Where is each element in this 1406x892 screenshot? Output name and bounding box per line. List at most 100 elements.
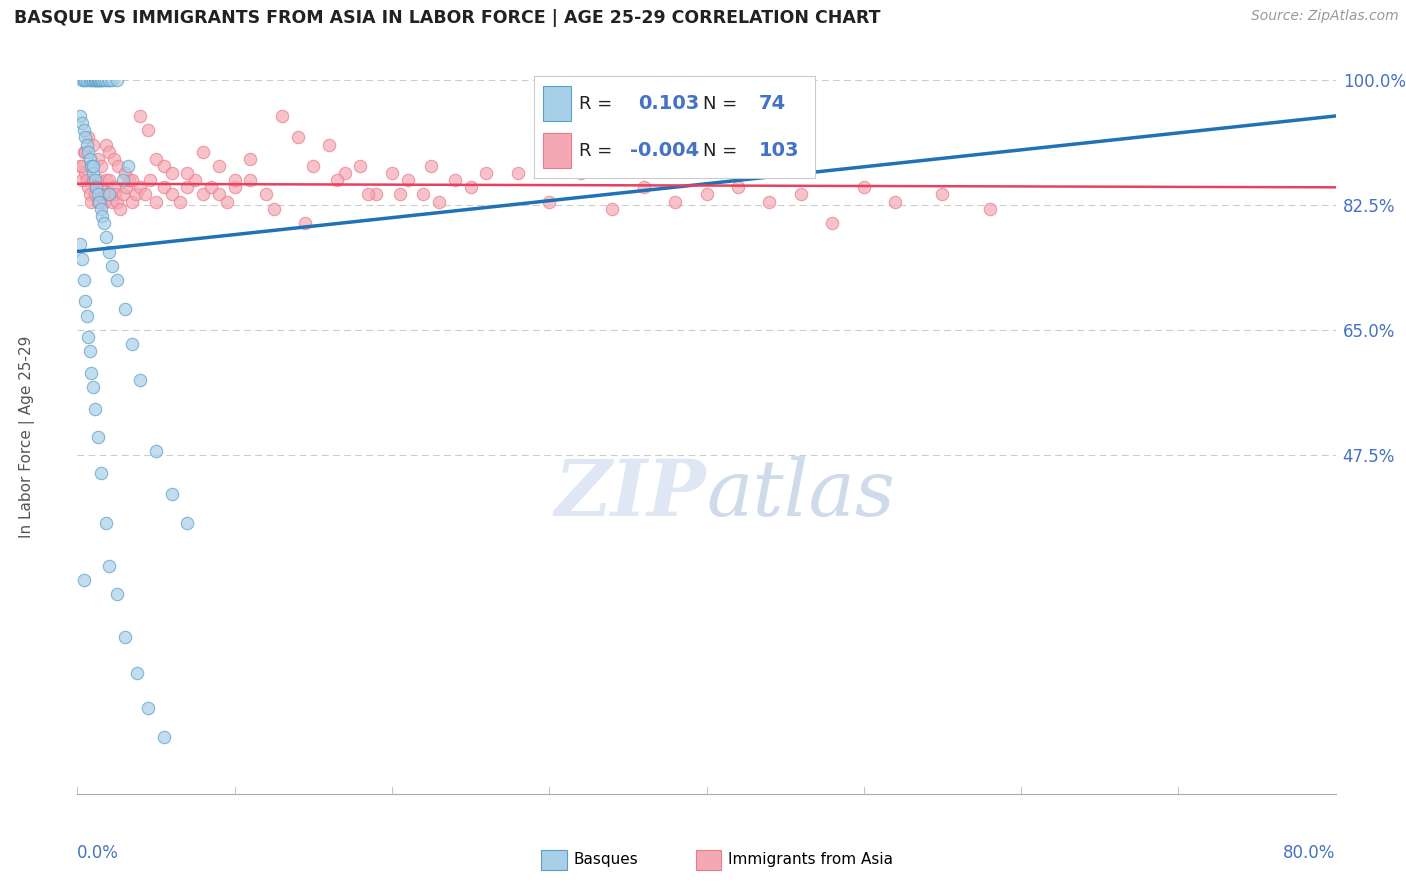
Point [82,137,104,152]
Point [427,194,450,209]
Point [333,166,356,180]
Point [90,187,112,202]
Point [101,194,124,209]
Point [396,173,419,187]
Point [444,173,467,187]
Point [80,73,103,87]
Point [72,73,94,87]
Point [83,73,105,87]
Point [184,173,207,187]
Point [98,187,121,202]
Point [72,145,94,159]
Point [884,194,907,209]
Point [758,194,780,209]
Bar [543,133,571,168]
Point [77,180,100,194]
Point [82,380,104,394]
Point [153,159,176,173]
Point [84,180,107,194]
Point [821,216,844,230]
Point [83,173,105,187]
Point [69,159,91,173]
Point [76,309,98,323]
Point [696,187,718,202]
Bar [543,87,571,121]
Point [191,187,215,202]
Text: 80.0%: 80.0% [1284,844,1336,862]
Point [294,216,316,230]
Point [79,344,101,359]
Text: R =: R = [579,95,613,112]
Point [208,187,231,202]
Point [101,73,124,87]
Point [69,237,91,252]
Point [87,152,110,166]
Text: Immigrants from Asia: Immigrants from Asia [728,853,893,867]
Point [80,366,103,380]
Point [83,401,105,416]
Point [80,194,103,209]
Text: 103: 103 [759,141,800,161]
Point [90,202,112,216]
Point [169,194,191,209]
Point [89,73,111,87]
Point [72,273,94,287]
Text: In Labor Force | Age 25-29: In Labor Force | Age 25-29 [20,336,35,538]
Point [76,137,98,152]
Point [239,152,262,166]
Point [90,73,112,87]
Text: Basques: Basques [574,853,638,867]
Point [145,444,167,458]
Point [70,116,93,130]
Point [176,180,198,194]
Point [200,180,222,194]
Point [72,123,94,137]
Point [89,73,111,87]
Point [388,187,411,202]
Point [97,73,120,87]
Point [83,187,105,202]
Point [633,180,655,194]
Point [215,194,238,209]
Point [80,159,103,173]
Point [412,187,434,202]
Point [129,373,152,387]
Point [287,130,309,145]
Point [145,152,167,166]
Point [105,194,128,209]
Point [70,73,93,87]
Point [96,187,118,202]
Point [77,145,100,159]
Point [852,180,875,194]
Point [91,209,114,223]
Point [160,187,183,202]
Point [97,558,120,573]
Text: R =: R = [579,142,613,160]
Point [160,166,183,180]
Point [75,145,97,159]
Point [94,137,117,152]
Point [70,173,93,187]
Point [538,194,561,209]
Point [569,166,592,180]
Point [136,123,159,137]
Point [70,252,93,266]
Point [191,145,215,159]
Point [931,187,953,202]
Point [176,166,198,180]
Text: 0.103: 0.103 [638,94,700,113]
Point [76,73,98,87]
Point [224,173,246,187]
Point [93,73,115,87]
Point [77,130,100,145]
Point [129,180,152,194]
Point [138,173,160,187]
Point [93,216,115,230]
Point [97,244,120,259]
Point [82,159,104,173]
Point [84,180,107,194]
Point [87,73,110,87]
Point [75,166,97,180]
Point [105,587,128,601]
Point [318,137,340,152]
